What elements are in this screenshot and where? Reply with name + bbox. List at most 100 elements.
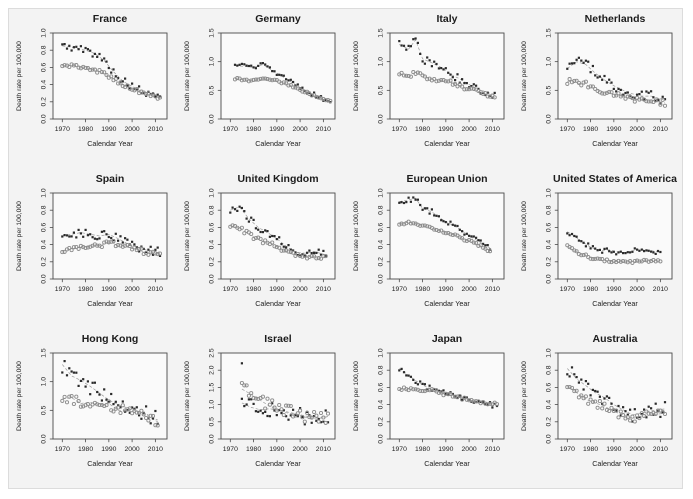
- scatter-points: [228, 223, 329, 261]
- x-tick-label: 2010: [653, 446, 668, 453]
- country-panel: Israel Death rate per 100,000 Calendar Yea…: [184, 333, 336, 468]
- plot-area: [220, 352, 336, 440]
- scatter-points: [396, 70, 497, 100]
- x-tick-label: 1970: [223, 446, 238, 453]
- plot-area: [389, 192, 505, 280]
- panel-title: France: [93, 13, 128, 25]
- scatter-points: [396, 219, 492, 254]
- y-tick-label: 0.2: [545, 417, 552, 427]
- y-tick-label: 0.0: [377, 274, 384, 284]
- chart-panel-cell: United States of America Death rate per 1…: [514, 169, 682, 329]
- x-axis-label: Calendar Year: [256, 139, 302, 148]
- chart-panel-cell: France Death rate per 100,000 Calendar Yea…: [9, 9, 177, 169]
- x-tick-label: 1970: [391, 446, 406, 453]
- y-tick-label: 1.0: [377, 57, 384, 67]
- scatter-points: [565, 243, 663, 265]
- y-tick-label: 2.5: [209, 348, 216, 358]
- chart-panel-cell: Australia Death rate per 100,000 Calendar …: [514, 329, 682, 489]
- y-tick-label: 0.0: [209, 434, 216, 444]
- scatter-points: [61, 360, 159, 425]
- x-tick-label: 1980: [583, 126, 598, 133]
- y-tick-label: 0.8: [209, 205, 216, 215]
- x-axis-label: Calendar Year: [256, 299, 302, 308]
- x-tick-label: 2000: [125, 286, 140, 293]
- x-tick-label: 2010: [484, 446, 499, 453]
- x-tick-label: 2000: [293, 126, 308, 133]
- y-tick-label: 0.6: [545, 222, 552, 232]
- y-tick-label: 0.0: [545, 114, 552, 124]
- y-tick-label: 0.0: [41, 114, 48, 124]
- y-tick-label: 1.5: [377, 28, 384, 38]
- y-tick-label: 0.2: [545, 257, 552, 267]
- x-tick-label: 2010: [653, 286, 668, 293]
- y-tick-label: 0.8: [545, 205, 552, 215]
- y-tick-label: 0.6: [377, 222, 384, 232]
- x-tick-label: 1990: [606, 286, 621, 293]
- x-axis-label: Calendar Year: [87, 139, 133, 148]
- chart-panel-cell: Hong Kong Death rate per 100,000 Calendar …: [9, 329, 177, 489]
- x-tick-label: 2010: [653, 126, 668, 133]
- x-tick-label: 2000: [125, 446, 140, 453]
- x-tick-label: 1990: [270, 286, 285, 293]
- y-tick-label: 1.0: [209, 188, 216, 198]
- x-axis-label: Calendar Year: [424, 459, 470, 468]
- trend-line: [62, 397, 159, 423]
- trend-line: [62, 364, 158, 421]
- x-axis-label: Calendar Year: [424, 139, 470, 148]
- x-tick-label: 1980: [415, 446, 430, 453]
- y-tick-label: 0.4: [545, 240, 552, 250]
- y-tick-label: 0.4: [545, 400, 552, 410]
- y-tick-label: 1.5: [209, 28, 216, 38]
- scatter-points: [233, 76, 333, 103]
- country-panel: Italy Death rate per 100,000 Calendar Year…: [353, 13, 505, 148]
- y-tick-label: 0.8: [41, 45, 48, 55]
- y-tick-label: 0.5: [209, 417, 216, 427]
- x-tick-label: 1990: [606, 126, 621, 133]
- x-tick-label: 2000: [293, 446, 308, 453]
- x-tick-label: 1990: [270, 446, 285, 453]
- y-axis-label: Death rate per 100,000: [521, 361, 528, 431]
- x-tick-label: 2000: [125, 126, 140, 133]
- y-tick-label: 0.0: [377, 114, 384, 124]
- plot-area: [220, 192, 336, 280]
- x-tick-label: 1980: [78, 286, 93, 293]
- y-axis-label: Death rate per 100,000: [521, 41, 528, 111]
- scatter-points: [229, 205, 328, 257]
- y-tick-label: 0.0: [209, 274, 216, 284]
- y-tick-label: 0.2: [41, 97, 48, 107]
- x-tick-label: 2010: [148, 126, 163, 133]
- y-tick-label: 0.5: [209, 85, 216, 95]
- y-tick-label: 0.4: [209, 240, 216, 250]
- country-panel: United States of America Death rate per 1…: [521, 173, 677, 308]
- x-tick-label: 1980: [583, 286, 598, 293]
- x-axis-label: Calendar Year: [592, 299, 638, 308]
- chart-panel-cell: Spain Death rate per 100,000 Calendar Year…: [9, 169, 177, 329]
- x-tick-label: 2000: [461, 286, 476, 293]
- y-axis-label: Death rate per 100,000: [184, 361, 191, 431]
- scatter-points: [61, 228, 162, 257]
- scatter-points: [60, 393, 160, 428]
- y-tick-label: 1.0: [545, 188, 552, 198]
- x-tick-label: 2000: [629, 446, 644, 453]
- y-tick-label: 1.0: [545, 57, 552, 67]
- y-tick-label: 0.8: [41, 205, 48, 215]
- country-panel: Japan Death rate per 100,000 Calendar Year…: [353, 333, 505, 468]
- y-tick-label: 0.6: [41, 62, 48, 72]
- x-tick-label: 1990: [438, 446, 453, 453]
- y-tick-label: 0.8: [377, 205, 384, 215]
- x-tick-label: 2000: [629, 126, 644, 133]
- country-panel: Netherlands Death rate per 100,000 Calenda…: [521, 13, 673, 148]
- panel-title: Hong Kong: [82, 333, 139, 345]
- y-tick-label: 0.5: [377, 85, 384, 95]
- x-tick-label: 1990: [101, 286, 116, 293]
- x-tick-label: 2010: [316, 126, 331, 133]
- plot-area: [557, 32, 673, 120]
- x-tick-label: 1970: [560, 446, 575, 453]
- x-tick-label: 2000: [461, 126, 476, 133]
- trend-line: [566, 231, 661, 253]
- x-tick-label: 1980: [78, 126, 93, 133]
- x-tick-label: 1980: [583, 446, 598, 453]
- country-panel: Australia Death rate per 100,000 Calendar …: [521, 333, 673, 468]
- panel-title: United States of America: [553, 173, 677, 185]
- y-tick-label: 0.6: [545, 382, 552, 392]
